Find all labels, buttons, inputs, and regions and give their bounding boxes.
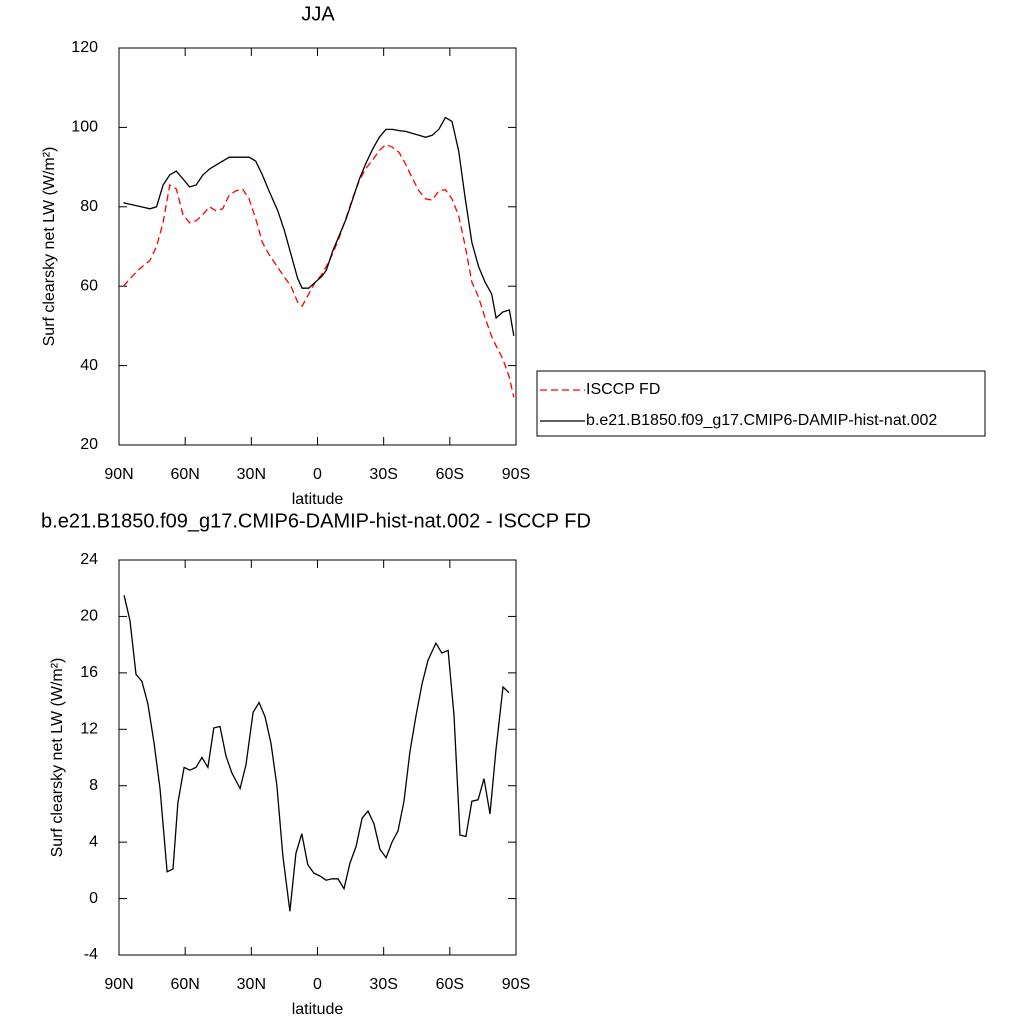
y-tick-label: 24 xyxy=(80,551,98,568)
y-tick-label: 20 xyxy=(80,436,98,453)
y-axis-label: Surf clearsky net LW (W/m²) xyxy=(49,658,66,858)
x-tick-label: 90N xyxy=(104,466,133,483)
x-axis-label: latitude xyxy=(292,1001,344,1018)
x-tick-label: 60N xyxy=(170,976,199,993)
x-tick-label: 90S xyxy=(502,976,530,993)
x-tick-label: 30S xyxy=(369,976,397,993)
x-tick-label: 60S xyxy=(436,976,464,993)
x-tick-label: 0 xyxy=(313,976,322,993)
x-tick-label: 0 xyxy=(313,466,322,483)
x-axis-label: latitude xyxy=(292,491,344,508)
data-line xyxy=(123,595,510,912)
x-tick-label: 30S xyxy=(369,466,397,483)
y-axis-label: Surf clearsky net LW (W/m²) xyxy=(41,147,58,347)
y-tick-label: -4 xyxy=(84,946,98,963)
x-tick-label: 30N xyxy=(237,976,266,993)
plot-frame xyxy=(118,47,517,446)
data-line xyxy=(123,116,515,336)
chart-title: b.e21.B1850.f09_g17.CMIP6-DAMIP-hist-nat… xyxy=(41,510,591,532)
legend-label: b.e21.B1850.f09_g17.CMIP6-DAMIP-hist-nat… xyxy=(586,412,937,429)
y-tick-label: 16 xyxy=(80,664,98,681)
x-tick-label: 90S xyxy=(502,466,530,483)
y-tick-label: 12 xyxy=(80,721,98,738)
data-line xyxy=(122,143,515,398)
y-tick-label: 0 xyxy=(89,890,98,907)
legend-label: ISCCP FD xyxy=(586,381,660,398)
chart-title: JJA xyxy=(301,3,335,25)
y-tick-label: 20 xyxy=(80,608,98,625)
y-tick-label: 60 xyxy=(80,277,98,294)
y-tick-label: 8 xyxy=(89,777,98,794)
y-tick-label: 80 xyxy=(80,198,98,215)
y-tick-label: 40 xyxy=(80,357,98,374)
legend-box xyxy=(536,370,986,437)
y-tick-label: 4 xyxy=(89,833,98,850)
y-tick-label: 120 xyxy=(71,39,98,56)
x-tick-label: 30N xyxy=(237,466,266,483)
x-tick-label: 60S xyxy=(436,466,464,483)
y-tick-label: 100 xyxy=(71,119,98,136)
x-tick-label: 60N xyxy=(170,466,199,483)
x-tick-label: 90N xyxy=(104,976,133,993)
